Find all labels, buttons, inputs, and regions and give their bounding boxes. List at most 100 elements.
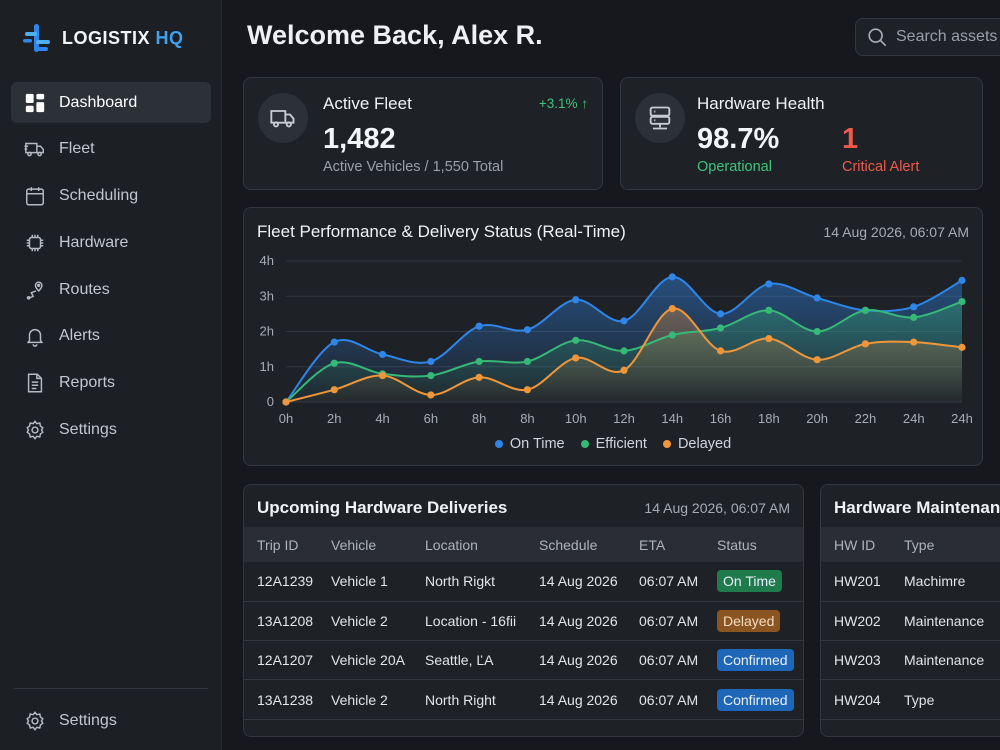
data-point — [475, 357, 483, 366]
table-row[interactable]: HW204 Type — [821, 679, 1000, 720]
sidebar-item-label: Routes — [59, 280, 110, 298]
sidebar-item-alerts[interactable]: Alerts — [11, 316, 211, 357]
cell-status: Confirmed — [704, 640, 803, 681]
table-header-row: Trip ID Vehicle Location Schedule ETA St… — [244, 527, 803, 562]
data-point — [330, 386, 338, 394]
cell-location: Location - 16fii — [412, 601, 526, 642]
sidebar-divider — [14, 688, 208, 689]
cell-status: On Time — [704, 562, 803, 602]
column-header[interactable]: Type — [904, 536, 935, 553]
data-point — [813, 327, 821, 336]
sidebar-item-dashboard[interactable]: Dashboard — [11, 82, 211, 123]
deliveries-table: Trip ID Vehicle Location Schedule ETA St… — [244, 527, 803, 720]
sidebar-item-settings-bottom[interactable]: Settings — [11, 700, 211, 741]
cell-schedule: 14 Aug 2026 — [526, 640, 626, 681]
y-tick-label: 2h — [260, 324, 274, 339]
data-point — [330, 359, 338, 367]
sidebar-item-settings[interactable]: Settings — [11, 410, 211, 451]
chip-icon — [23, 231, 47, 255]
column-header[interactable]: Schedule — [539, 536, 598, 553]
column-header[interactable]: Trip ID — [257, 536, 299, 553]
cell-id: HW203 — [821, 640, 891, 681]
logo[interactable]: LOGISTIX HQ — [22, 22, 184, 54]
sidebar-nav: Dashboard Fleet Scheduling Hardware Rout… — [11, 82, 211, 456]
x-tick-label: 22h — [855, 411, 877, 426]
cell-location: North Right — [412, 679, 526, 720]
document-icon — [23, 371, 47, 395]
x-tick-label: 2h — [327, 411, 341, 426]
column-header[interactable]: Status — [717, 536, 757, 553]
table-row[interactable]: 13A1238 Vehicle 2 North Right 14 Aug 2026 06… — [244, 679, 803, 720]
legend-label: On Time — [509, 436, 565, 452]
x-tick-label: 10h — [565, 411, 587, 426]
table-row[interactable]: 12A1207 Vehicle 20A Seattle, ĽA 14 Aug 2026… — [244, 640, 803, 681]
deliveries-card: Upcoming Hardware Deliveries 14 Aug 2026… — [243, 484, 804, 737]
chart-timestamp: 14 Aug 2026, 06:07 AM — [823, 224, 969, 240]
cell-trip: 13A1208 — [244, 601, 318, 642]
sidebar-bottom: Settings — [11, 700, 211, 747]
table-row[interactable]: HW201 Machimre — [821, 562, 1000, 602]
data-point — [910, 313, 918, 321]
column-header[interactable]: HW ID — [834, 536, 876, 553]
x-tick-label: 6h — [424, 411, 438, 426]
kpi-title: Hardware Health — [697, 94, 825, 113]
legend-item[interactable]: On Time — [494, 436, 565, 452]
data-point — [861, 306, 870, 314]
table-header-row: HW ID Type — [821, 527, 1000, 562]
data-point — [958, 297, 966, 306]
sidebar-item-hardware[interactable]: Hardware — [11, 222, 211, 263]
x-tick-label: 4h — [375, 411, 389, 426]
maintenance-title: Hardware Maintenance — [834, 498, 1000, 517]
app-name: LOGISTIX HQ — [62, 27, 184, 48]
sidebar-item-reports[interactable]: Reports — [11, 363, 211, 404]
cell-eta: 06:07 AM — [626, 640, 704, 681]
table-row[interactable]: 12A1239 Vehicle 1 North Rigkt 14 Aug 2026 06… — [244, 562, 803, 602]
chart-legend: On Time Efficient Delayed — [244, 436, 982, 452]
cell-type: Maintenance — [891, 640, 1000, 681]
search-input[interactable] — [896, 28, 1000, 46]
column-header[interactable]: Location — [425, 536, 478, 553]
legend-dot — [662, 440, 671, 448]
sidebar-item-scheduling[interactable]: Scheduling — [11, 176, 211, 217]
column-header[interactable]: ETA — [639, 536, 666, 553]
search-box[interactable] — [855, 18, 1000, 56]
data-point — [765, 306, 773, 314]
cell-id: HW202 — [821, 601, 891, 642]
legend-dot — [494, 440, 503, 448]
data-point — [523, 326, 532, 334]
status-badge: Delayed — [717, 609, 781, 632]
sidebar-item-label: Scheduling — [59, 187, 139, 205]
kpi-subtitle: Active Vehicles / 1,550 Total — [323, 159, 504, 175]
sidebar-item-routes[interactable]: Routes — [11, 269, 211, 310]
data-point — [813, 356, 821, 364]
x-tick-label: 24h — [951, 411, 973, 426]
table-row[interactable]: 13A1208 Vehicle 2 Location - 16fii 14 Aug 2… — [244, 601, 803, 642]
legend-item[interactable]: Delayed — [662, 436, 731, 452]
sidebar-item-label: Reports — [59, 374, 116, 392]
server-icon — [635, 93, 685, 143]
data-point — [475, 322, 483, 330]
data-point — [910, 303, 918, 311]
calendar-icon — [23, 184, 47, 208]
column-header[interactable]: Vehicle — [331, 536, 377, 553]
table-row[interactable]: HW202 Maintenance — [821, 601, 1000, 642]
data-point — [620, 366, 628, 374]
x-tick-label: 20h — [806, 411, 828, 426]
kpi-change: +3.1% ↑ — [538, 96, 588, 111]
y-tick-label: 3h — [260, 288, 274, 303]
status-badge: On Time — [717, 570, 782, 593]
cell-schedule: 14 Aug 2026 — [526, 601, 626, 642]
data-point — [958, 276, 966, 284]
bell-icon — [23, 324, 47, 348]
x-tick-label: 8h — [472, 411, 486, 426]
chart-title: Fleet Performance & Delivery Status (Rea… — [257, 222, 626, 241]
table-row[interactable]: HW203 Maintenance — [821, 640, 1000, 681]
cell-vehicle: Vehicle 20A — [318, 640, 412, 681]
data-point — [572, 296, 580, 304]
data-point — [620, 317, 628, 325]
cell-type: Machimre — [891, 562, 1000, 602]
truck-icon — [258, 93, 308, 143]
cell-location: Seattle, ĽA — [412, 640, 526, 681]
sidebar-item-fleet[interactable]: Fleet — [11, 129, 211, 170]
legend-item[interactable]: Efficient — [580, 436, 647, 452]
